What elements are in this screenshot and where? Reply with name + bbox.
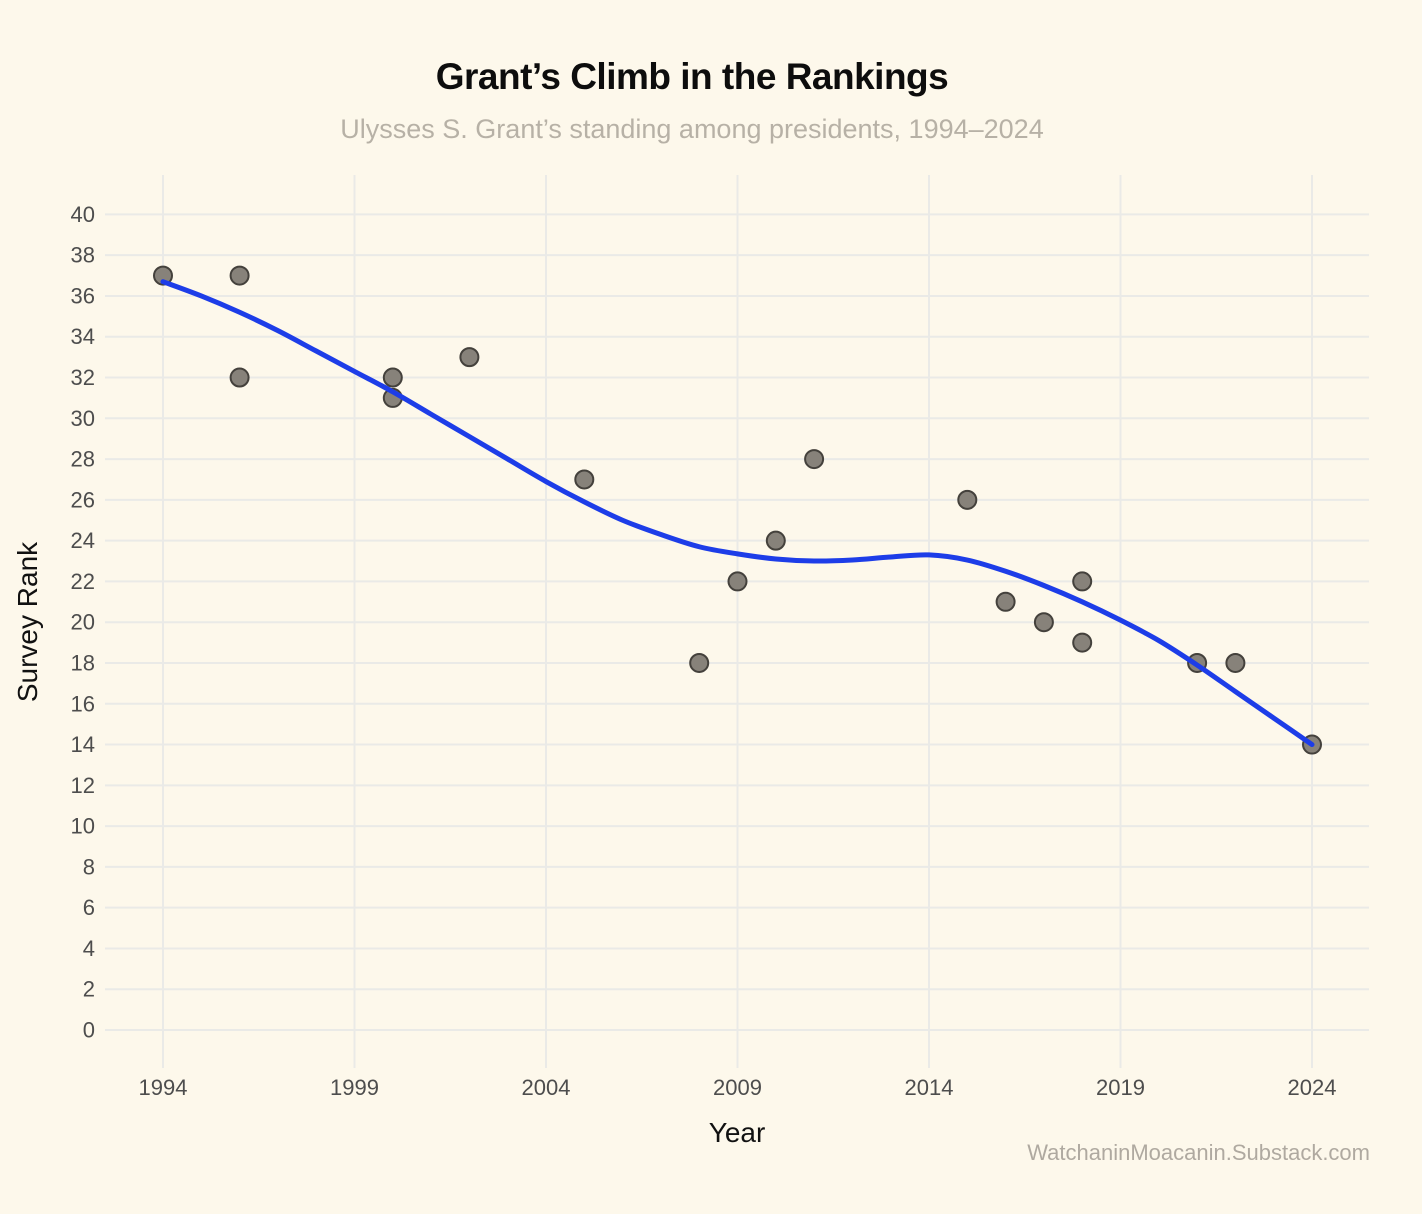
y-tick-label: 22 [71, 569, 95, 594]
y-tick-label: 12 [71, 773, 95, 798]
data-point [229, 265, 250, 286]
y-tick-label: 34 [71, 324, 95, 349]
y-tick-label: 38 [71, 243, 95, 268]
y-tick-label: 26 [71, 487, 95, 512]
y-tick-label: 36 [71, 283, 95, 308]
trend-line [160, 279, 1315, 748]
x-axis-title: Year [708, 1117, 766, 1148]
y-tick-label: 40 [71, 202, 95, 227]
y-tick-label: 0 [83, 1018, 95, 1043]
data-point [689, 652, 710, 673]
x-tick-label: 2014 [905, 1075, 954, 1100]
data-point [1033, 612, 1054, 633]
x-tick-label: 1999 [330, 1075, 379, 1100]
data-point [574, 469, 595, 490]
y-tick-label: 32 [71, 365, 95, 390]
data-point [727, 571, 748, 592]
y-axis-title: Survey Rank [12, 541, 43, 703]
y-tick-label: 28 [71, 447, 95, 472]
chart-header: Grant’s Climb in the Rankings Ulysses S.… [0, 56, 1384, 145]
y-tick-label: 30 [71, 406, 95, 431]
chart-subtitle: Ulysses S. Grant’s standing among presid… [340, 114, 1044, 144]
chart-title: Grant’s Climb in the Rankings [435, 56, 949, 97]
y-tick-label: 10 [71, 814, 95, 839]
data-point [995, 591, 1016, 612]
y-tick-label: 4 [83, 936, 95, 961]
data-point [229, 367, 250, 388]
y-tick-label: 18 [71, 650, 95, 675]
footer-credit: WatchaninMoacanin.Substack.com [1027, 1140, 1370, 1165]
x-tick-label: 2019 [1096, 1075, 1145, 1100]
y-tick-label: 6 [83, 895, 95, 920]
y-tick-label: 20 [71, 610, 95, 635]
x-tick-label: 2009 [713, 1075, 762, 1100]
x-tick-label: 1994 [139, 1075, 188, 1100]
data-point [804, 449, 825, 470]
data-point [459, 347, 480, 368]
data-point [765, 530, 786, 551]
y-tick-label: 24 [71, 528, 95, 553]
y-tick-label: 16 [71, 691, 95, 716]
y-tick-label: 8 [83, 854, 95, 879]
y-tick-label: 2 [83, 977, 95, 1002]
data-point [382, 367, 403, 388]
x-tick-label: 2004 [522, 1075, 571, 1100]
x-tick-label: 2024 [1288, 1075, 1337, 1100]
data-point [1225, 652, 1246, 673]
y-tick-label: 14 [71, 732, 95, 757]
data-point [153, 265, 173, 286]
data-point [1072, 571, 1093, 592]
data-point [957, 489, 978, 510]
data-point [1072, 632, 1093, 653]
